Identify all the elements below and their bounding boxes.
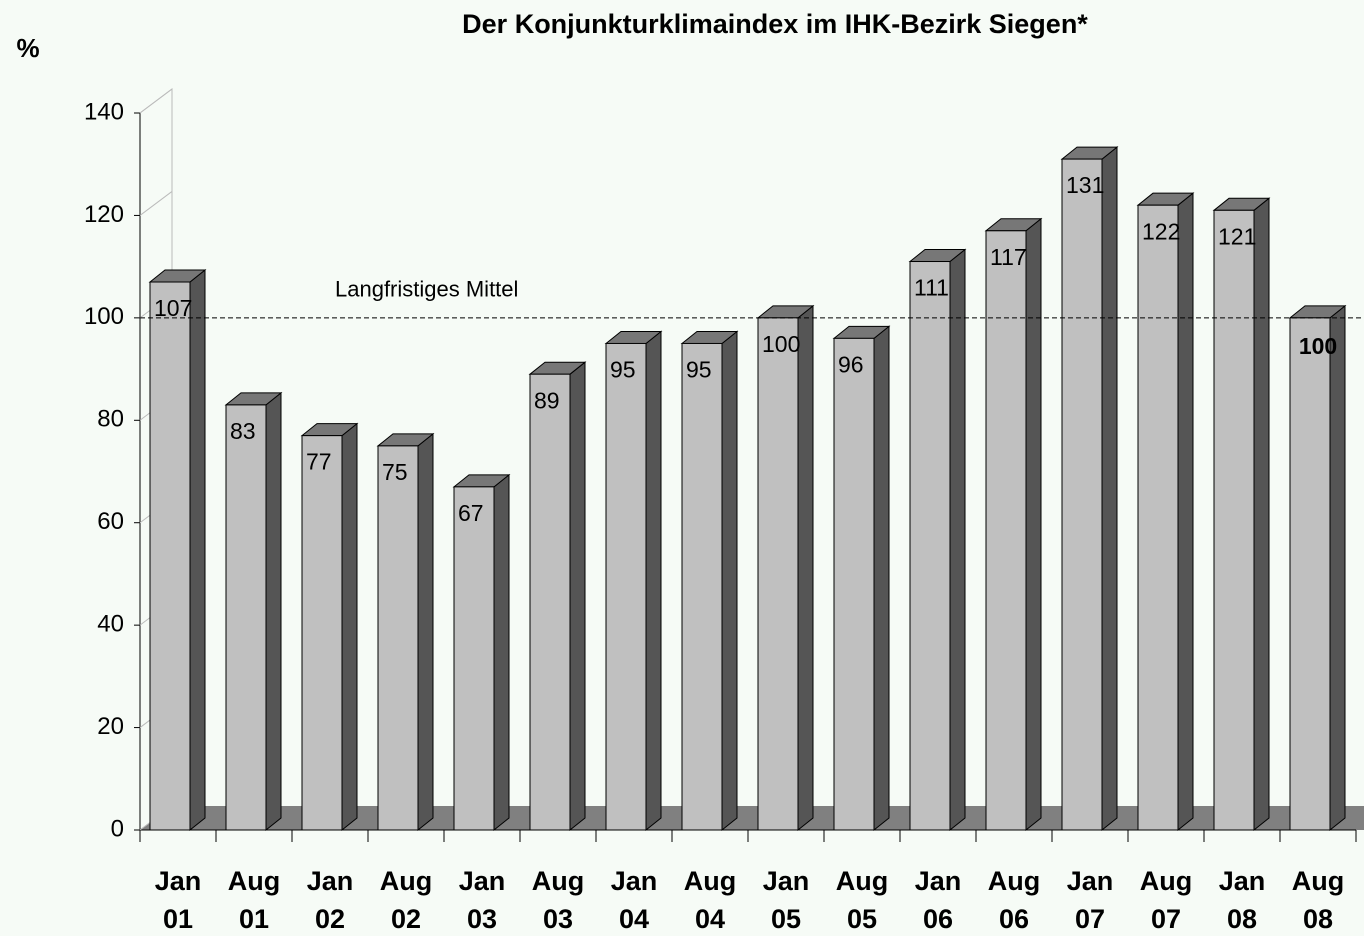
value-label: 122 bbox=[1142, 218, 1180, 244]
bar-side bbox=[949, 248, 966, 832]
x-tick-label: 04 bbox=[619, 904, 649, 934]
bar-side bbox=[1025, 217, 1042, 832]
x-tick-label: Aug bbox=[532, 866, 584, 896]
value-label: 77 bbox=[306, 449, 332, 475]
bar-side bbox=[1101, 146, 1118, 832]
bar bbox=[757, 317, 799, 831]
value-label: 100 bbox=[1299, 333, 1337, 359]
x-tick-label: Jan bbox=[307, 866, 354, 896]
x-tick-label: Jan bbox=[1067, 866, 1114, 896]
value-label: 131 bbox=[1066, 172, 1104, 198]
bar-side bbox=[189, 268, 206, 832]
x-tick-label: 06 bbox=[999, 904, 1029, 934]
bar bbox=[529, 373, 571, 831]
x-tick-label: Jan bbox=[1219, 866, 1266, 896]
value-label: 83 bbox=[230, 418, 256, 444]
bar-side bbox=[1329, 304, 1346, 832]
bar bbox=[605, 342, 647, 831]
bar-side bbox=[1177, 192, 1194, 832]
value-label: 67 bbox=[458, 500, 484, 526]
bar bbox=[1061, 158, 1103, 831]
x-tick-label: 03 bbox=[467, 904, 497, 934]
bar-side bbox=[265, 391, 282, 832]
x-tick-label: 05 bbox=[771, 904, 801, 934]
bar-side bbox=[341, 422, 358, 832]
x-tick-label: 04 bbox=[695, 904, 725, 934]
y-tick-label: 140 bbox=[84, 98, 124, 125]
x-tick-label: Aug bbox=[988, 866, 1040, 896]
x-tick-label: 02 bbox=[391, 904, 421, 934]
x-tick-label: Jan bbox=[763, 866, 810, 896]
bar bbox=[909, 261, 951, 831]
x-tick-label: Aug bbox=[836, 866, 888, 896]
value-label: 75 bbox=[382, 459, 408, 485]
x-tick-label: 01 bbox=[163, 904, 193, 934]
y-tick-depth bbox=[139, 88, 173, 114]
value-label: 111 bbox=[914, 275, 949, 301]
bar-side bbox=[417, 432, 434, 832]
x-tick-label: 08 bbox=[1227, 904, 1257, 934]
x-tick-label: Aug bbox=[1140, 866, 1192, 896]
bar bbox=[1289, 317, 1331, 831]
x-tick-label: 01 bbox=[239, 904, 269, 934]
y-tick-label: 20 bbox=[97, 713, 124, 740]
x-tick-label: Jan bbox=[915, 866, 962, 896]
x-tick-label: Aug bbox=[1292, 866, 1344, 896]
reference-label: Langfristiges Mittel bbox=[335, 277, 518, 302]
y-tick-label: 120 bbox=[84, 201, 124, 228]
bar bbox=[1213, 209, 1255, 831]
floor bbox=[140, 806, 1364, 830]
x-tick-label: Aug bbox=[684, 866, 736, 896]
y-tick-label: 100 bbox=[84, 303, 124, 330]
bar-side bbox=[645, 330, 662, 832]
x-tick-label: 02 bbox=[315, 904, 345, 934]
x-tick-label: 07 bbox=[1075, 904, 1105, 934]
y-axis-label: % bbox=[16, 33, 39, 63]
x-tick-label: 03 bbox=[543, 904, 573, 934]
value-label: 121 bbox=[1218, 223, 1256, 249]
value-label: 100 bbox=[762, 331, 800, 357]
bar bbox=[377, 445, 419, 831]
value-label: 117 bbox=[990, 244, 1027, 270]
x-tick-label: 05 bbox=[847, 904, 877, 934]
bar-side bbox=[1253, 197, 1270, 832]
value-label: 96 bbox=[838, 351, 864, 377]
bar bbox=[225, 404, 267, 831]
value-label: 89 bbox=[534, 387, 560, 413]
value-label: 95 bbox=[686, 357, 712, 383]
x-tick-label: 08 bbox=[1303, 904, 1333, 934]
value-label: 107 bbox=[154, 295, 192, 321]
x-tick-label: Aug bbox=[380, 866, 432, 896]
bar bbox=[301, 435, 343, 831]
y-tick-label: 40 bbox=[97, 610, 124, 637]
x-tick-label: Jan bbox=[459, 866, 506, 896]
x-tick-label: Jan bbox=[611, 866, 658, 896]
bar-side bbox=[721, 330, 738, 832]
value-label: 95 bbox=[610, 357, 636, 383]
bar bbox=[985, 230, 1027, 831]
bar bbox=[1137, 204, 1179, 831]
bar bbox=[833, 337, 875, 831]
y-tick-label: 60 bbox=[97, 508, 124, 535]
bar-side bbox=[493, 473, 510, 832]
bar-side bbox=[797, 304, 814, 832]
x-tick-label: 07 bbox=[1151, 904, 1181, 934]
y-tick-depth bbox=[139, 191, 173, 216]
bar-side bbox=[873, 325, 890, 832]
x-tick-label: Aug bbox=[228, 866, 280, 896]
y-tick-label: 80 bbox=[97, 406, 124, 433]
bar bbox=[453, 486, 495, 831]
chart-title: Der Konjunkturklimaindex im IHK-Bezirk S… bbox=[462, 9, 1088, 39]
x-tick-label: 06 bbox=[923, 904, 953, 934]
bar-side bbox=[569, 361, 586, 832]
bar bbox=[681, 342, 723, 831]
bar bbox=[149, 281, 191, 831]
y-tick-label: 0 bbox=[111, 815, 124, 842]
x-tick-label: Jan bbox=[155, 866, 202, 896]
